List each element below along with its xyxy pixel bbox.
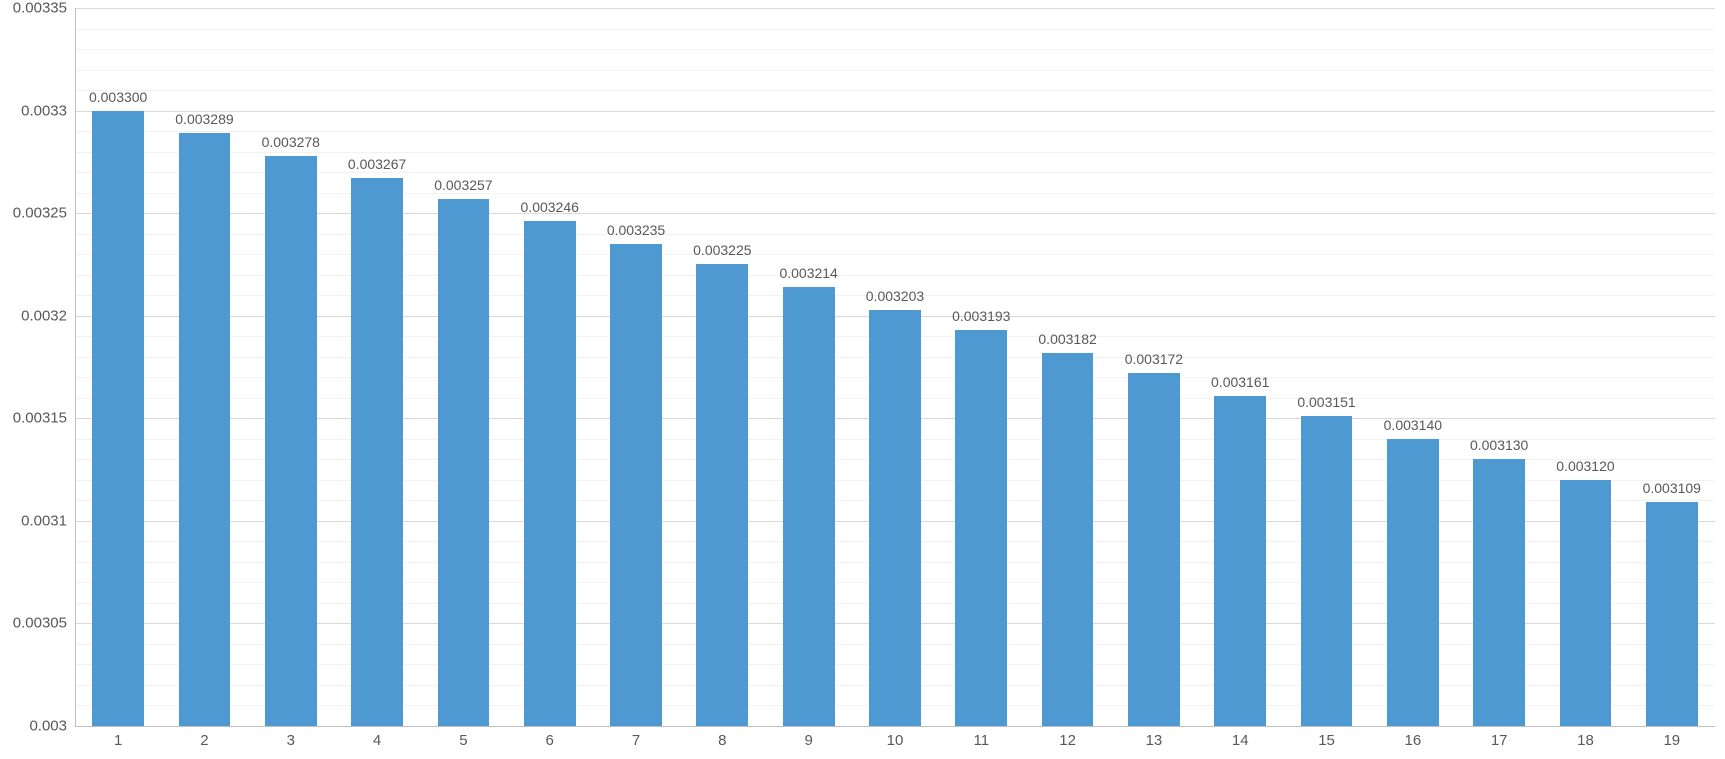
bar: 0.003235 bbox=[610, 244, 662, 726]
bar-chart: 0.00330010.00328920.00327830.00326740.00… bbox=[0, 0, 1725, 759]
bar-value-label: 0.003130 bbox=[1470, 437, 1528, 453]
bar-slot: 0.0032258 bbox=[679, 8, 765, 726]
x-axis-tick-label: 19 bbox=[1663, 732, 1680, 749]
x-axis-tick-label: 11 bbox=[973, 732, 989, 749]
x-axis-tick-label: 12 bbox=[1059, 732, 1076, 749]
bar-slot: 0.0032674 bbox=[334, 8, 420, 726]
bar-value-label: 0.003246 bbox=[521, 199, 579, 215]
bar-value-label: 0.003151 bbox=[1297, 394, 1355, 410]
x-axis-tick-label: 13 bbox=[1146, 732, 1163, 749]
bar-value-label: 0.003161 bbox=[1211, 374, 1269, 390]
y-axis-tick-label: 0.003 bbox=[29, 718, 67, 735]
bar-value-label: 0.003257 bbox=[434, 177, 492, 193]
bar-slot: 0.0032149 bbox=[766, 8, 852, 726]
bar-slot: 0.0033001 bbox=[75, 8, 161, 726]
bar: 0.003300 bbox=[92, 111, 144, 726]
x-axis-tick-label: 2 bbox=[200, 732, 208, 749]
bar-value-label: 0.003182 bbox=[1038, 331, 1096, 347]
bar: 0.003225 bbox=[696, 264, 748, 726]
bar: 0.003267 bbox=[351, 178, 403, 726]
bar-value-label: 0.003120 bbox=[1556, 458, 1614, 474]
bar: 0.003130 bbox=[1473, 459, 1525, 726]
bar: 0.003203 bbox=[869, 310, 921, 726]
bar-value-label: 0.003267 bbox=[348, 156, 406, 172]
y-axis-tick-label: 0.00315 bbox=[13, 410, 67, 427]
y-axis-tick-label: 0.0031 bbox=[21, 512, 67, 529]
bar-value-label: 0.003140 bbox=[1384, 417, 1442, 433]
y-axis-tick-label: 0.0033 bbox=[21, 102, 67, 119]
x-axis-line bbox=[75, 726, 1715, 727]
bar-value-label: 0.003225 bbox=[693, 242, 751, 258]
bar-slot: 0.00319311 bbox=[938, 8, 1024, 726]
x-axis-tick-label: 4 bbox=[373, 732, 381, 749]
bar: 0.003120 bbox=[1560, 480, 1612, 726]
bar-slot: 0.0032575 bbox=[420, 8, 506, 726]
bar-value-label: 0.003109 bbox=[1643, 480, 1701, 496]
x-axis-tick-label: 14 bbox=[1232, 732, 1249, 749]
bar: 0.003278 bbox=[265, 156, 317, 726]
bars-container: 0.00330010.00328920.00327830.00326740.00… bbox=[75, 8, 1715, 726]
bar-slot: 0.00314016 bbox=[1370, 8, 1456, 726]
bar-slot: 0.00313017 bbox=[1456, 8, 1542, 726]
x-axis-tick-label: 1 bbox=[114, 732, 122, 749]
bar-value-label: 0.003289 bbox=[175, 111, 233, 127]
bar: 0.003257 bbox=[438, 199, 490, 726]
x-axis-tick-label: 10 bbox=[887, 732, 904, 749]
x-axis-tick-label: 5 bbox=[459, 732, 467, 749]
bar: 0.003182 bbox=[1042, 353, 1094, 726]
bar: 0.003172 bbox=[1128, 373, 1180, 726]
x-axis-tick-label: 6 bbox=[546, 732, 554, 749]
bar-value-label: 0.003214 bbox=[779, 265, 837, 281]
bar-value-label: 0.003278 bbox=[262, 134, 320, 150]
bar-value-label: 0.003172 bbox=[1125, 351, 1183, 367]
x-axis-tick-label: 18 bbox=[1577, 732, 1594, 749]
bar-slot: 0.00320310 bbox=[852, 8, 938, 726]
bar: 0.003214 bbox=[783, 287, 835, 726]
bar: 0.003289 bbox=[179, 133, 231, 726]
bar-slot: 0.0032466 bbox=[507, 8, 593, 726]
bar-slot: 0.00317213 bbox=[1111, 8, 1197, 726]
x-axis-tick-label: 15 bbox=[1318, 732, 1335, 749]
bar-slot: 0.00318212 bbox=[1024, 8, 1110, 726]
bar: 0.003246 bbox=[524, 221, 576, 726]
bar-slot: 0.0032892 bbox=[161, 8, 247, 726]
bar: 0.003151 bbox=[1301, 416, 1353, 726]
y-axis-tick-label: 0.00325 bbox=[13, 205, 67, 222]
bar-value-label: 0.003193 bbox=[952, 308, 1010, 324]
bar: 0.003109 bbox=[1646, 502, 1698, 726]
bar-slot: 0.00315115 bbox=[1283, 8, 1369, 726]
bar-slot: 0.00316114 bbox=[1197, 8, 1283, 726]
bar-value-label: 0.003300 bbox=[89, 89, 147, 105]
bar: 0.003161 bbox=[1214, 396, 1266, 726]
bar-slot: 0.00312018 bbox=[1542, 8, 1628, 726]
x-axis-tick-label: 17 bbox=[1491, 732, 1508, 749]
x-axis-tick-label: 16 bbox=[1405, 732, 1422, 749]
bar-value-label: 0.003235 bbox=[607, 222, 665, 238]
x-axis-tick-label: 3 bbox=[287, 732, 295, 749]
bar-slot: 0.00310919 bbox=[1629, 8, 1715, 726]
bar-slot: 0.0032357 bbox=[593, 8, 679, 726]
bar: 0.003140 bbox=[1387, 439, 1439, 726]
plot-area: 0.00330010.00328920.00327830.00326740.00… bbox=[75, 8, 1715, 726]
x-axis-tick-label: 9 bbox=[804, 732, 812, 749]
bar-value-label: 0.003203 bbox=[866, 288, 924, 304]
x-axis-tick-label: 7 bbox=[632, 732, 640, 749]
x-axis-tick-label: 8 bbox=[718, 732, 726, 749]
y-axis-tick-label: 0.0032 bbox=[21, 307, 67, 324]
y-axis-tick-label: 0.00335 bbox=[13, 0, 67, 17]
bar-slot: 0.0032783 bbox=[248, 8, 334, 726]
bar: 0.003193 bbox=[955, 330, 1007, 726]
y-axis-tick-label: 0.00305 bbox=[13, 615, 67, 632]
